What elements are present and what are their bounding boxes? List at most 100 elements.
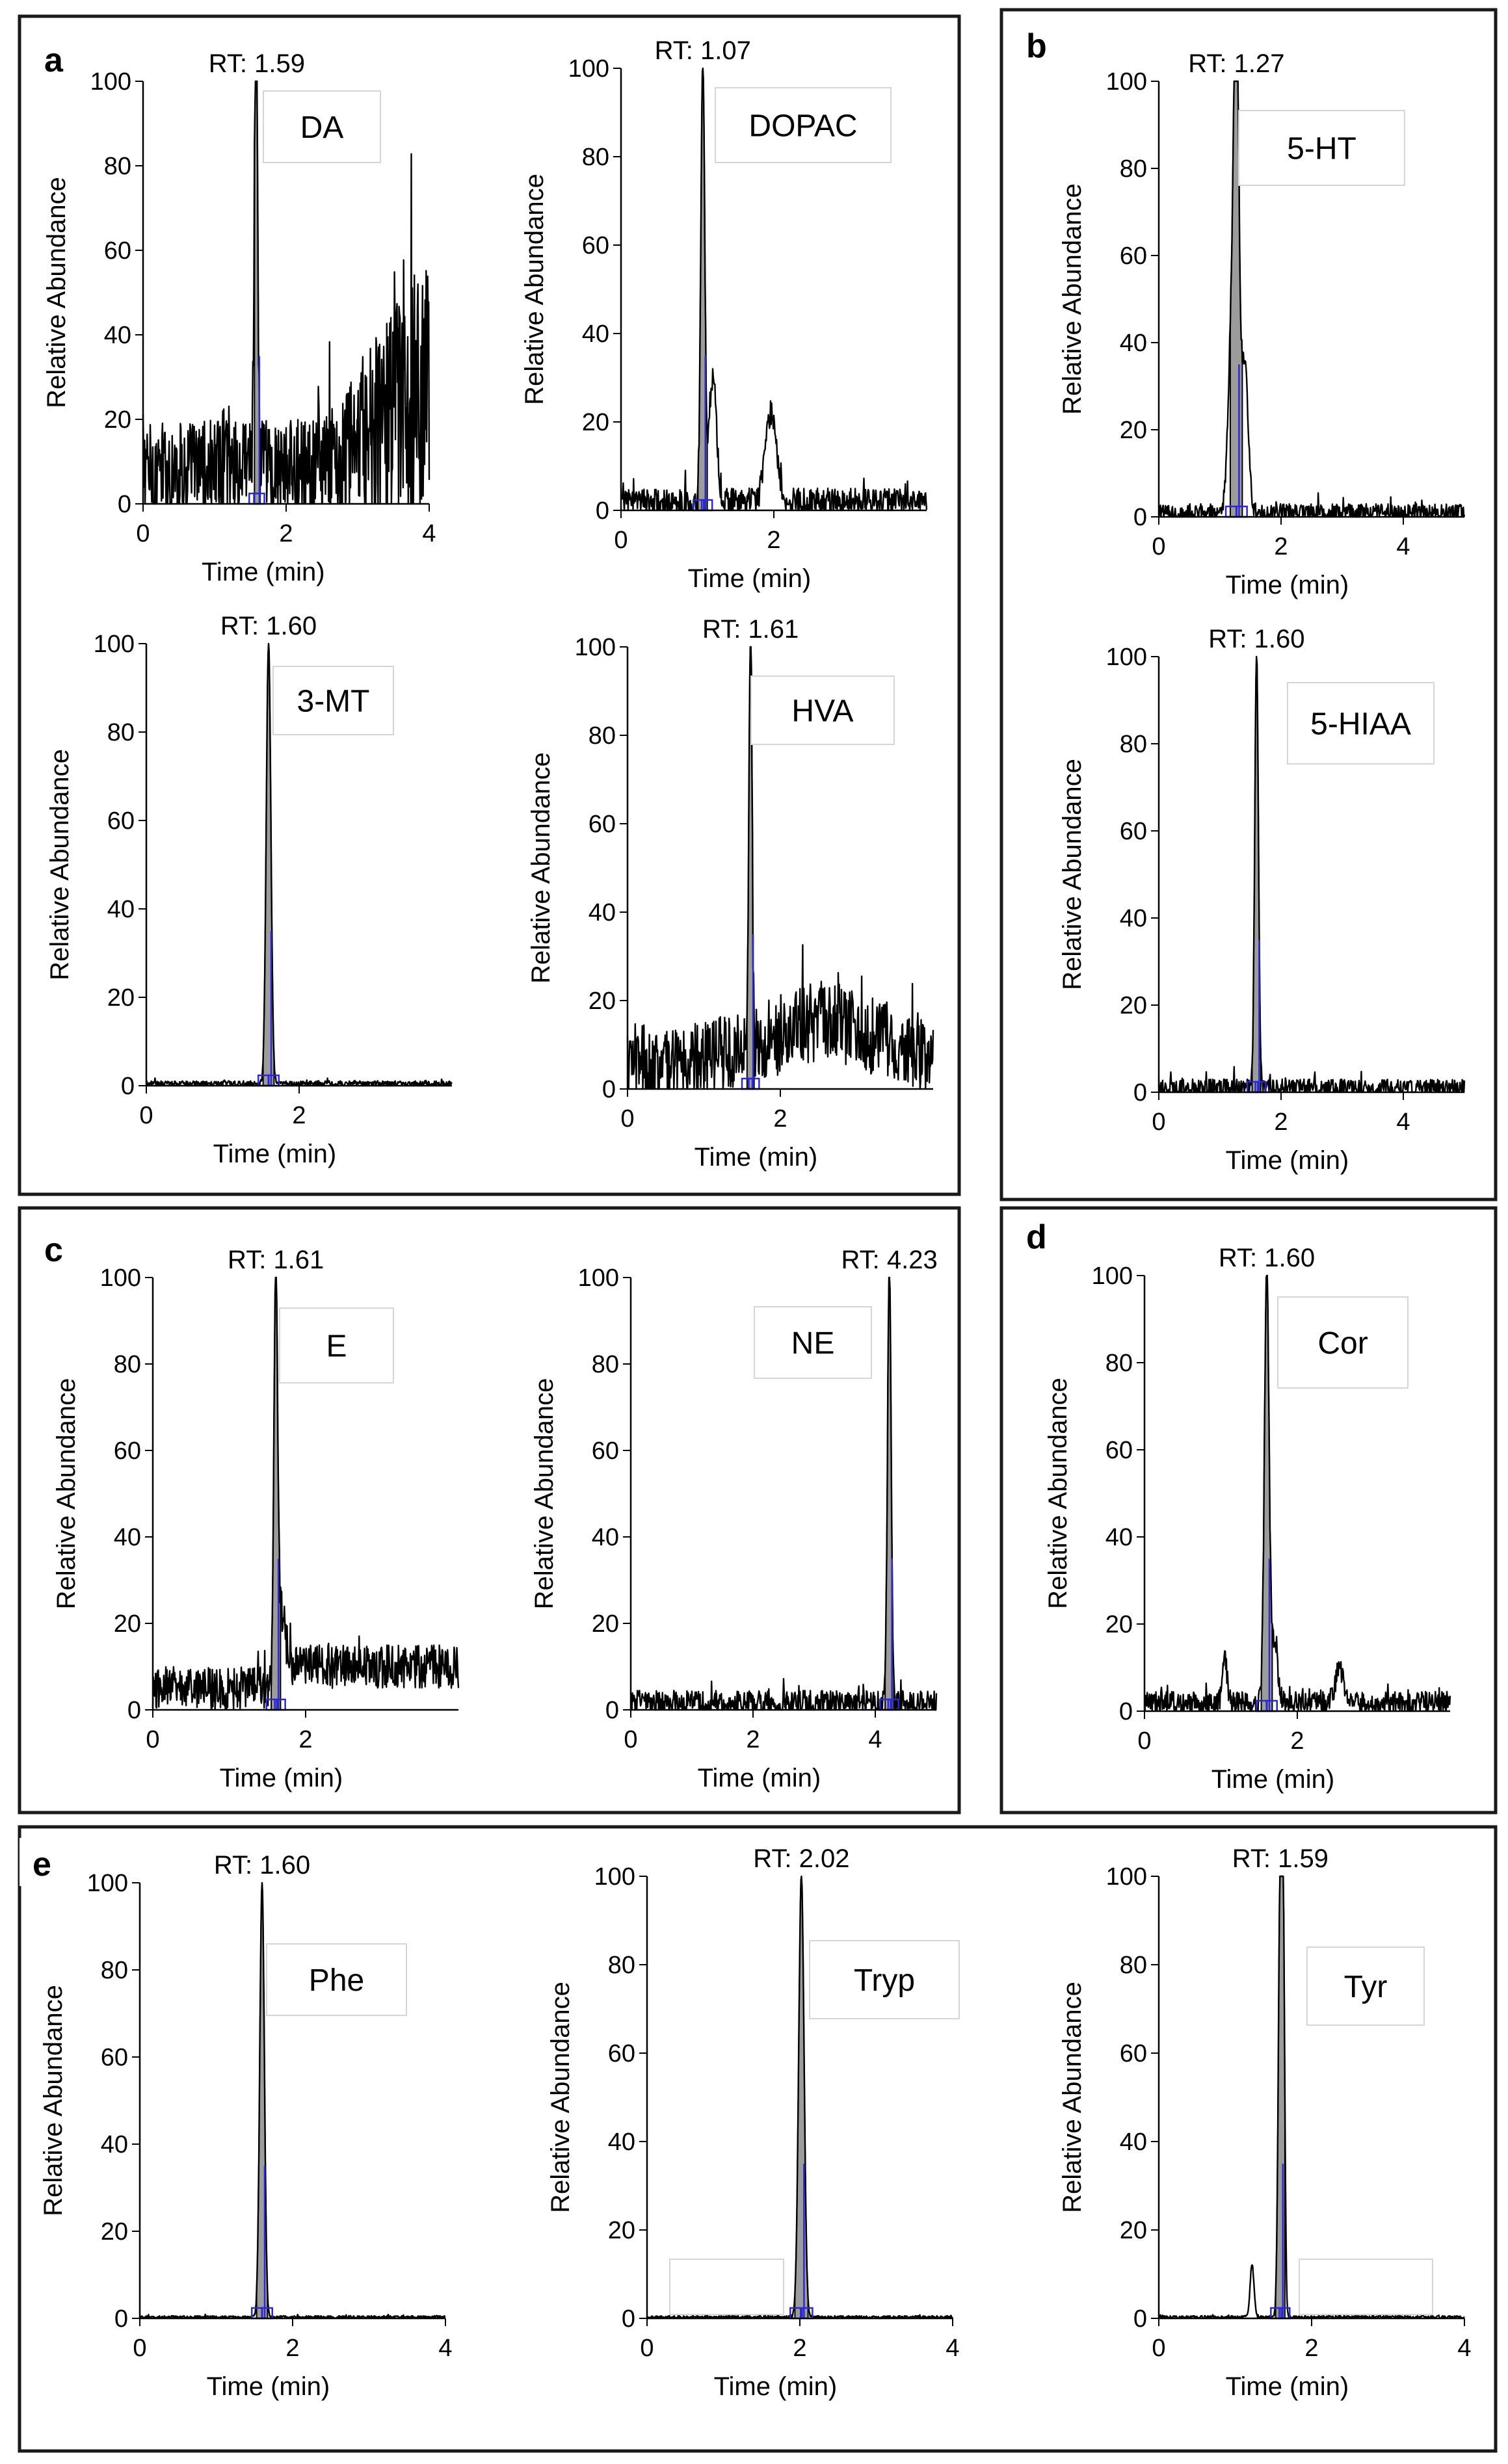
y-tick-label: 0 [121, 1073, 135, 1100]
peak-area-cor [1260, 1275, 1273, 1712]
y-tick-label: 60 [582, 232, 609, 259]
panel-e-frame [18, 1825, 1498, 2453]
panel-d-frame [999, 1206, 1498, 1815]
y-tick-label: 80 [114, 1351, 141, 1378]
compound-name-box [750, 675, 895, 745]
x-tick-label: 0 [1137, 1727, 1151, 1755]
chart-5-hiaa: 0 20 40 60 80 100 0 2 4 Time (min) Relative Abunda… [1058, 625, 1466, 1175]
x-tick-label: 0 [640, 2335, 654, 2362]
x-tick-label: 2 [1274, 1108, 1288, 1136]
y-tick-label: 0 [602, 1076, 616, 1103]
y-tick-label: 40 [1105, 1524, 1133, 1551]
compound-name: Cor [1317, 1326, 1368, 1361]
panel-label-bg [20, 1838, 68, 1886]
y-tick-label: 40 [101, 2131, 128, 2158]
panel-label-b: b [1026, 27, 1047, 65]
compound-name-box [1238, 110, 1405, 186]
panel-label-d: d [1026, 1218, 1047, 1256]
x-tick-label: 4 [1396, 1108, 1410, 1136]
trace-da [142, 80, 430, 505]
chart-ne: 0 20 40 60 80 100 0 2 4 Time (min) Relative Abunda… [530, 1246, 938, 1792]
y-tick-label: 20 [114, 1610, 141, 1638]
y-tick-label: 80 [592, 1351, 619, 1378]
x-axis-label: Time (min) [1226, 571, 1349, 599]
trace-e [152, 1276, 460, 1711]
compound-name-box [272, 666, 394, 735]
x-axis-label: Time (min) [714, 2372, 838, 2401]
y-tick-label: 20 [1120, 2217, 1147, 2244]
y-axis-label: Relative Abundance [520, 174, 549, 405]
x-tick-label: 0 [624, 1726, 637, 1753]
y-tick-label: 60 [1120, 2040, 1147, 2067]
y-tick-label: 80 [104, 153, 131, 180]
trace-dopac [620, 67, 928, 512]
y-axis-label: Relative Abundance [546, 1982, 575, 2213]
compound-name-box [263, 90, 381, 163]
y-tick-label: 20 [1120, 417, 1147, 444]
x-axis-label: Time (min) [1226, 1146, 1349, 1175]
trace-ne [629, 1276, 938, 1711]
trace-hva [626, 646, 934, 1090]
panel-label-bg [31, 34, 79, 82]
chart-tyr: 0 20 40 60 80 100 0 2 4 Time (min) Relative Abunda… [1058, 1844, 1472, 2401]
y-tick-label: 40 [589, 899, 616, 926]
y-axis-label: Relative Abundance [530, 1378, 559, 1610]
chart-5-ht: 0 20 40 60 80 100 0 2 4 Time (min) Relative Abunda… [1058, 49, 1466, 599]
compound-name: DOPAC [748, 109, 857, 144]
panel-label-bg [1013, 1211, 1061, 1259]
chart-dopac: 0 20 40 60 80 100 0 2 Time (min) Relative Abundan… [520, 36, 928, 593]
x-tick-label: 4 [1457, 2335, 1471, 2362]
compound-name-box [279, 1307, 394, 1383]
y-tick-label: 80 [1120, 731, 1147, 758]
compound-name-box [266, 1943, 407, 2016]
y-tick-label: 0 [622, 2305, 635, 2333]
y-tick-label: 60 [101, 2044, 128, 2071]
rt-label: RT: 1.59 [209, 49, 305, 78]
chart-da: 0 20 40 60 80 100 0 2 4 Time (min) Relative Abunda… [42, 49, 436, 586]
compound-name-box [809, 1940, 960, 2019]
empty-annotation-box [669, 2259, 784, 2315]
y-axis-label: Relative Abundance [1058, 183, 1087, 415]
y-tick-label: 0 [596, 497, 609, 525]
panel-label-bg [1013, 20, 1061, 68]
y-tick-label: 100 [594, 1863, 635, 1891]
y-axis-label: Relative Abundance [1058, 759, 1087, 990]
compound-name: Phe [309, 1963, 364, 1998]
x-tick-label: 0 [146, 1726, 159, 1753]
x-axis-label: Time (min) [1226, 2372, 1349, 2401]
compound-name-box [1306, 1946, 1425, 2026]
y-tick-label: 60 [592, 1437, 619, 1465]
y-tick-label: 20 [101, 2218, 128, 2246]
rt-label: RT: 1.61 [702, 615, 799, 644]
x-tick-label: 0 [136, 520, 150, 547]
panel-b-frame [999, 8, 1498, 1201]
y-tick-label: 20 [107, 984, 135, 1012]
y-tick-label: 100 [568, 55, 609, 83]
rt-label: RT: 1.61 [228, 1246, 324, 1274]
y-tick-label: 100 [100, 1265, 141, 1292]
y-tick-label: 100 [94, 631, 135, 658]
y-tick-label: 100 [1092, 1263, 1133, 1290]
y-axis-label: Relative Abundance [1058, 1982, 1087, 2213]
x-tick-label: 4 [422, 520, 436, 547]
x-tick-label: 2 [292, 1102, 306, 1129]
y-tick-label: 60 [114, 1437, 141, 1465]
x-tick-label: 4 [1396, 533, 1410, 560]
rt-label: RT: 1.60 [214, 1851, 310, 1880]
y-tick-label: 20 [1120, 992, 1147, 1019]
compound-name: 3-MT [297, 685, 370, 719]
trace-tryp [646, 1875, 954, 2320]
y-tick-label: 80 [589, 722, 616, 750]
x-tick-label: 4 [868, 1726, 882, 1753]
y-tick-label: 60 [608, 2040, 635, 2067]
compound-name: 5-HIAA [1310, 707, 1411, 742]
compound-name-box [715, 87, 892, 163]
x-axis-label: Time (min) [1211, 1765, 1335, 1794]
y-tick-label: 0 [1133, 1079, 1147, 1107]
y-tick-label: 0 [1133, 2305, 1147, 2333]
y-tick-label: 100 [90, 68, 131, 96]
y-tick-label: 0 [605, 1697, 619, 1724]
rt-label: RT: 1.07 [655, 36, 751, 65]
compound-name: HVA [791, 694, 853, 729]
